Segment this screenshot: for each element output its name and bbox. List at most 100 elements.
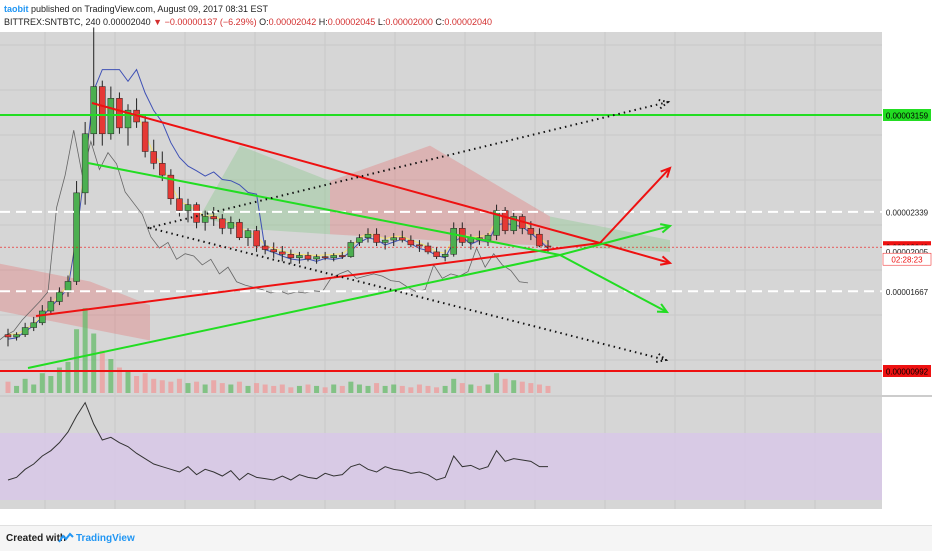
volume-bar bbox=[391, 384, 397, 393]
volume-bar bbox=[314, 385, 320, 393]
symbol-legend: BITTREX:SNTBTC, 240 0.00002040 ▼ −0.0000… bbox=[4, 17, 492, 27]
ichimoku-cloud-green bbox=[550, 216, 670, 252]
candle-body bbox=[510, 216, 517, 231]
volume-bar bbox=[202, 384, 208, 393]
symbol-name[interactable]: BITTREX:SNTBTC, 240 bbox=[4, 17, 101, 27]
volume-bar bbox=[5, 381, 11, 393]
candle-body bbox=[236, 222, 243, 238]
candle-body bbox=[321, 256, 329, 259]
last-price: 0.00002040 bbox=[103, 17, 151, 27]
price-label-box bbox=[883, 365, 931, 377]
volume-bar bbox=[176, 378, 182, 393]
red-arrow-up bbox=[599, 167, 671, 244]
volume-bar bbox=[468, 384, 474, 393]
volume-bar bbox=[296, 385, 302, 393]
volume-bar bbox=[511, 380, 517, 393]
candle-body bbox=[279, 251, 286, 255]
candle-body bbox=[90, 86, 97, 135]
price-label-text: 0.00003159 bbox=[886, 112, 929, 121]
candle-body bbox=[159, 163, 166, 176]
volume-bar bbox=[502, 378, 508, 393]
red-arrow-up-head bbox=[660, 166, 672, 178]
volume-bar bbox=[211, 380, 217, 393]
candle-body bbox=[201, 216, 209, 223]
price-label-box bbox=[883, 109, 931, 121]
volume-bar bbox=[74, 329, 80, 393]
volume-bar bbox=[305, 384, 311, 393]
volume-bar bbox=[356, 384, 362, 393]
price-label-box bbox=[883, 285, 931, 298]
candle-body bbox=[21, 327, 29, 335]
volume-bar bbox=[142, 373, 148, 393]
volume-bar bbox=[116, 367, 122, 393]
low-value: 0.00002000 bbox=[385, 17, 433, 27]
close-label: C: bbox=[435, 17, 445, 27]
countdown-box bbox=[882, 252, 932, 266]
red-arrow-down bbox=[599, 242, 671, 264]
candle-body bbox=[39, 310, 46, 324]
volume-bar bbox=[254, 383, 260, 393]
time-axis[interactable] bbox=[0, 510, 932, 525]
red-uptrend-line bbox=[35, 242, 601, 317]
candle-body bbox=[441, 254, 449, 257]
rsi-line bbox=[7, 401, 548, 481]
candle-body bbox=[253, 230, 260, 247]
candle-body bbox=[176, 198, 183, 211]
volume-bar bbox=[185, 383, 191, 393]
candle-body bbox=[124, 109, 132, 129]
price-chart[interactable]: 0.00003159 0.00002339 0.00002040 0.00002005… bbox=[0, 0, 932, 525]
volume-bar bbox=[348, 381, 354, 393]
volume-bar bbox=[519, 381, 525, 393]
volume-bar bbox=[48, 376, 54, 393]
candle-body bbox=[339, 255, 346, 257]
candle-body bbox=[416, 244, 423, 247]
price-label-text: 0.00000992 bbox=[886, 368, 929, 377]
down-arrow-icon: ▼ bbox=[153, 17, 163, 27]
volume-bar bbox=[322, 387, 328, 393]
tradingview-logo-icon[interactable] bbox=[58, 532, 74, 544]
volume-bar bbox=[451, 378, 457, 393]
author-link[interactable]: taobit bbox=[4, 4, 29, 14]
price-labels: 0.000031590.000023390.000020400.00002005… bbox=[882, 109, 932, 377]
candle-body bbox=[373, 233, 380, 243]
candle-body bbox=[390, 237, 397, 241]
main-pane-background bbox=[0, 32, 882, 395]
candle-body bbox=[73, 192, 80, 282]
rsi-scale[interactable] bbox=[882, 397, 932, 509]
volume-bar bbox=[262, 384, 268, 393]
volume-bar bbox=[279, 384, 285, 393]
chikou-line bbox=[0, 130, 529, 341]
candle-body bbox=[81, 133, 89, 194]
countdown-text: 02:28:23 bbox=[891, 256, 923, 265]
candle-body bbox=[13, 334, 20, 338]
candle-body bbox=[184, 204, 192, 211]
candle-body bbox=[141, 121, 149, 152]
volume-bar bbox=[151, 378, 157, 393]
low-label: L: bbox=[377, 17, 386, 27]
volume-bar bbox=[134, 376, 140, 393]
tradingview-brand[interactable]: TradingView bbox=[76, 533, 135, 544]
rsi-band bbox=[0, 433, 882, 500]
volume-bar bbox=[288, 387, 294, 393]
volume-bar bbox=[39, 373, 45, 393]
close-value: 0.00002040 bbox=[444, 17, 492, 27]
candle-body bbox=[227, 222, 235, 229]
candle-body bbox=[219, 218, 226, 229]
dotted-arrow-down-head bbox=[655, 352, 669, 363]
volume-bar bbox=[434, 387, 440, 393]
volume-bar bbox=[194, 381, 200, 393]
volume-bar bbox=[365, 385, 371, 393]
dotted-arrow-up-head bbox=[658, 98, 671, 110]
volume-bar bbox=[459, 383, 465, 393]
price-label-text: 0.00002339 bbox=[886, 208, 929, 217]
trendline-drawings[interactable] bbox=[0, 98, 882, 372]
candle-body bbox=[313, 256, 320, 260]
candle-body bbox=[296, 255, 303, 259]
price-label-box bbox=[883, 205, 931, 218]
volume-bar bbox=[339, 385, 345, 393]
volume-bar bbox=[476, 385, 482, 393]
volume-bar bbox=[399, 385, 405, 393]
volume-bar bbox=[485, 384, 491, 393]
green-arrow-down-head bbox=[656, 303, 670, 314]
volume-bar bbox=[91, 333, 97, 393]
